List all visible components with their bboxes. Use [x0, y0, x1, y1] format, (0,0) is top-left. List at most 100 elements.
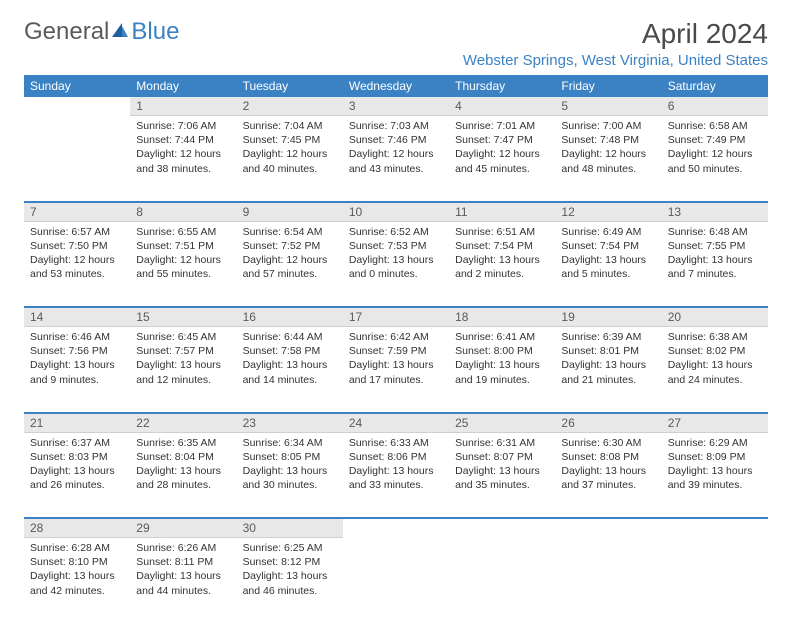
- sunset-text: Sunset: 7:49 PM: [668, 133, 762, 147]
- daylight-text: and 45 minutes.: [455, 162, 549, 176]
- location-subtitle: Webster Springs, West Virginia, United S…: [463, 52, 768, 69]
- daylight-text: Daylight: 13 hours: [136, 358, 230, 372]
- sunset-text: Sunset: 7:55 PM: [668, 239, 762, 253]
- daylight-text: Daylight: 13 hours: [30, 569, 124, 583]
- day-content-cell: Sunrise: 6:38 AMSunset: 8:02 PMDaylight:…: [662, 327, 768, 413]
- sunset-text: Sunset: 7:44 PM: [136, 133, 230, 147]
- day-number-cell: 18: [449, 307, 555, 327]
- sunset-text: Sunset: 7:54 PM: [561, 239, 655, 253]
- sunrise-text: Sunrise: 6:35 AM: [136, 436, 230, 450]
- sunrise-text: Sunrise: 6:25 AM: [243, 541, 337, 555]
- title-block: April 2024 Webster Springs, West Virgini…: [463, 18, 768, 69]
- sunrise-text: Sunrise: 6:31 AM: [455, 436, 549, 450]
- sunset-text: Sunset: 8:00 PM: [455, 344, 549, 358]
- sunset-text: Sunset: 7:58 PM: [243, 344, 337, 358]
- day-content-cell: Sunrise: 6:49 AMSunset: 7:54 PMDaylight:…: [555, 221, 661, 307]
- sunset-text: Sunset: 8:12 PM: [243, 555, 337, 569]
- daylight-text: and 44 minutes.: [136, 584, 230, 598]
- day-content-cell: Sunrise: 7:04 AMSunset: 7:45 PMDaylight:…: [237, 116, 343, 202]
- daylight-text: and 12 minutes.: [136, 373, 230, 387]
- daylight-text: Daylight: 13 hours: [668, 464, 762, 478]
- daylight-text: and 35 minutes.: [455, 478, 549, 492]
- day-content-cell: Sunrise: 6:37 AMSunset: 8:03 PMDaylight:…: [24, 432, 130, 518]
- day-content-cell: Sunrise: 6:30 AMSunset: 8:08 PMDaylight:…: [555, 432, 661, 518]
- sunset-text: Sunset: 7:47 PM: [455, 133, 549, 147]
- sunrise-text: Sunrise: 6:28 AM: [30, 541, 124, 555]
- sunrise-text: Sunrise: 6:58 AM: [668, 119, 762, 133]
- day-number-row: 21222324252627: [24, 413, 768, 433]
- day-content-cell: [24, 116, 130, 202]
- day-content-cell: Sunrise: 6:25 AMSunset: 8:12 PMDaylight:…: [237, 538, 343, 624]
- sunset-text: Sunset: 7:59 PM: [349, 344, 443, 358]
- daylight-text: Daylight: 13 hours: [349, 253, 443, 267]
- sunrise-text: Sunrise: 6:51 AM: [455, 225, 549, 239]
- daylight-text: and 2 minutes.: [455, 267, 549, 281]
- daylight-text: Daylight: 13 hours: [136, 464, 230, 478]
- day-content-cell: Sunrise: 6:57 AMSunset: 7:50 PMDaylight:…: [24, 221, 130, 307]
- day-number-cell: 8: [130, 202, 236, 222]
- sunrise-text: Sunrise: 6:54 AM: [243, 225, 337, 239]
- day-number-cell: 7: [24, 202, 130, 222]
- logo-sail-icon: [110, 18, 130, 46]
- daylight-text: Daylight: 13 hours: [136, 569, 230, 583]
- daylight-text: and 53 minutes.: [30, 267, 124, 281]
- sunrise-text: Sunrise: 7:01 AM: [455, 119, 549, 133]
- daylight-text: Daylight: 13 hours: [455, 464, 549, 478]
- sunset-text: Sunset: 8:02 PM: [668, 344, 762, 358]
- day-number-cell: 12: [555, 202, 661, 222]
- daylight-text: and 39 minutes.: [668, 478, 762, 492]
- daylight-text: and 48 minutes.: [561, 162, 655, 176]
- logo: General Blue: [24, 18, 179, 46]
- sunset-text: Sunset: 8:05 PM: [243, 450, 337, 464]
- sunrise-text: Sunrise: 7:00 AM: [561, 119, 655, 133]
- day-number-row: 123456: [24, 97, 768, 116]
- weekday-header: Saturday: [662, 75, 768, 97]
- day-content-cell: [343, 538, 449, 624]
- daylight-text: Daylight: 13 hours: [243, 464, 337, 478]
- day-content-cell: Sunrise: 6:51 AMSunset: 7:54 PMDaylight:…: [449, 221, 555, 307]
- day-number-row: 14151617181920: [24, 307, 768, 327]
- day-number-cell: 2: [237, 97, 343, 116]
- daylight-text: Daylight: 13 hours: [455, 358, 549, 372]
- day-number-cell: 29: [130, 518, 236, 538]
- daylight-text: Daylight: 12 hours: [349, 147, 443, 161]
- day-content-cell: Sunrise: 6:45 AMSunset: 7:57 PMDaylight:…: [130, 327, 236, 413]
- day-number-cell: [24, 97, 130, 116]
- day-content-row: Sunrise: 6:57 AMSunset: 7:50 PMDaylight:…: [24, 221, 768, 307]
- day-number-cell: [343, 518, 449, 538]
- sunrise-text: Sunrise: 6:49 AM: [561, 225, 655, 239]
- day-number-cell: 30: [237, 518, 343, 538]
- daylight-text: and 24 minutes.: [668, 373, 762, 387]
- header: General Blue April 2024 Webster Springs,…: [24, 18, 768, 69]
- daylight-text: and 46 minutes.: [243, 584, 337, 598]
- sunrise-text: Sunrise: 6:26 AM: [136, 541, 230, 555]
- day-number-cell: [662, 518, 768, 538]
- day-number-cell: [555, 518, 661, 538]
- daylight-text: and 7 minutes.: [668, 267, 762, 281]
- daylight-text: Daylight: 13 hours: [668, 358, 762, 372]
- sunset-text: Sunset: 7:57 PM: [136, 344, 230, 358]
- weekday-header-row: Sunday Monday Tuesday Wednesday Thursday…: [24, 75, 768, 97]
- daylight-text: Daylight: 13 hours: [349, 358, 443, 372]
- day-content-row: Sunrise: 6:28 AMSunset: 8:10 PMDaylight:…: [24, 538, 768, 624]
- sunrise-text: Sunrise: 6:55 AM: [136, 225, 230, 239]
- day-content-cell: Sunrise: 7:01 AMSunset: 7:47 PMDaylight:…: [449, 116, 555, 202]
- daylight-text: and 43 minutes.: [349, 162, 443, 176]
- daylight-text: and 33 minutes.: [349, 478, 443, 492]
- daylight-text: Daylight: 13 hours: [561, 253, 655, 267]
- day-content-cell: Sunrise: 6:52 AMSunset: 7:53 PMDaylight:…: [343, 221, 449, 307]
- daylight-text: and 57 minutes.: [243, 267, 337, 281]
- day-number-cell: 20: [662, 307, 768, 327]
- page-title: April 2024: [463, 18, 768, 50]
- day-number-cell: 21: [24, 413, 130, 433]
- sunrise-text: Sunrise: 6:48 AM: [668, 225, 762, 239]
- sunset-text: Sunset: 7:52 PM: [243, 239, 337, 253]
- day-number-cell: 1: [130, 97, 236, 116]
- sunrise-text: Sunrise: 6:38 AM: [668, 330, 762, 344]
- sunset-text: Sunset: 7:51 PM: [136, 239, 230, 253]
- logo-text-blue: Blue: [131, 18, 179, 46]
- daylight-text: Daylight: 12 hours: [243, 147, 337, 161]
- daylight-text: and 50 minutes.: [668, 162, 762, 176]
- daylight-text: Daylight: 12 hours: [136, 147, 230, 161]
- day-content-cell: Sunrise: 6:54 AMSunset: 7:52 PMDaylight:…: [237, 221, 343, 307]
